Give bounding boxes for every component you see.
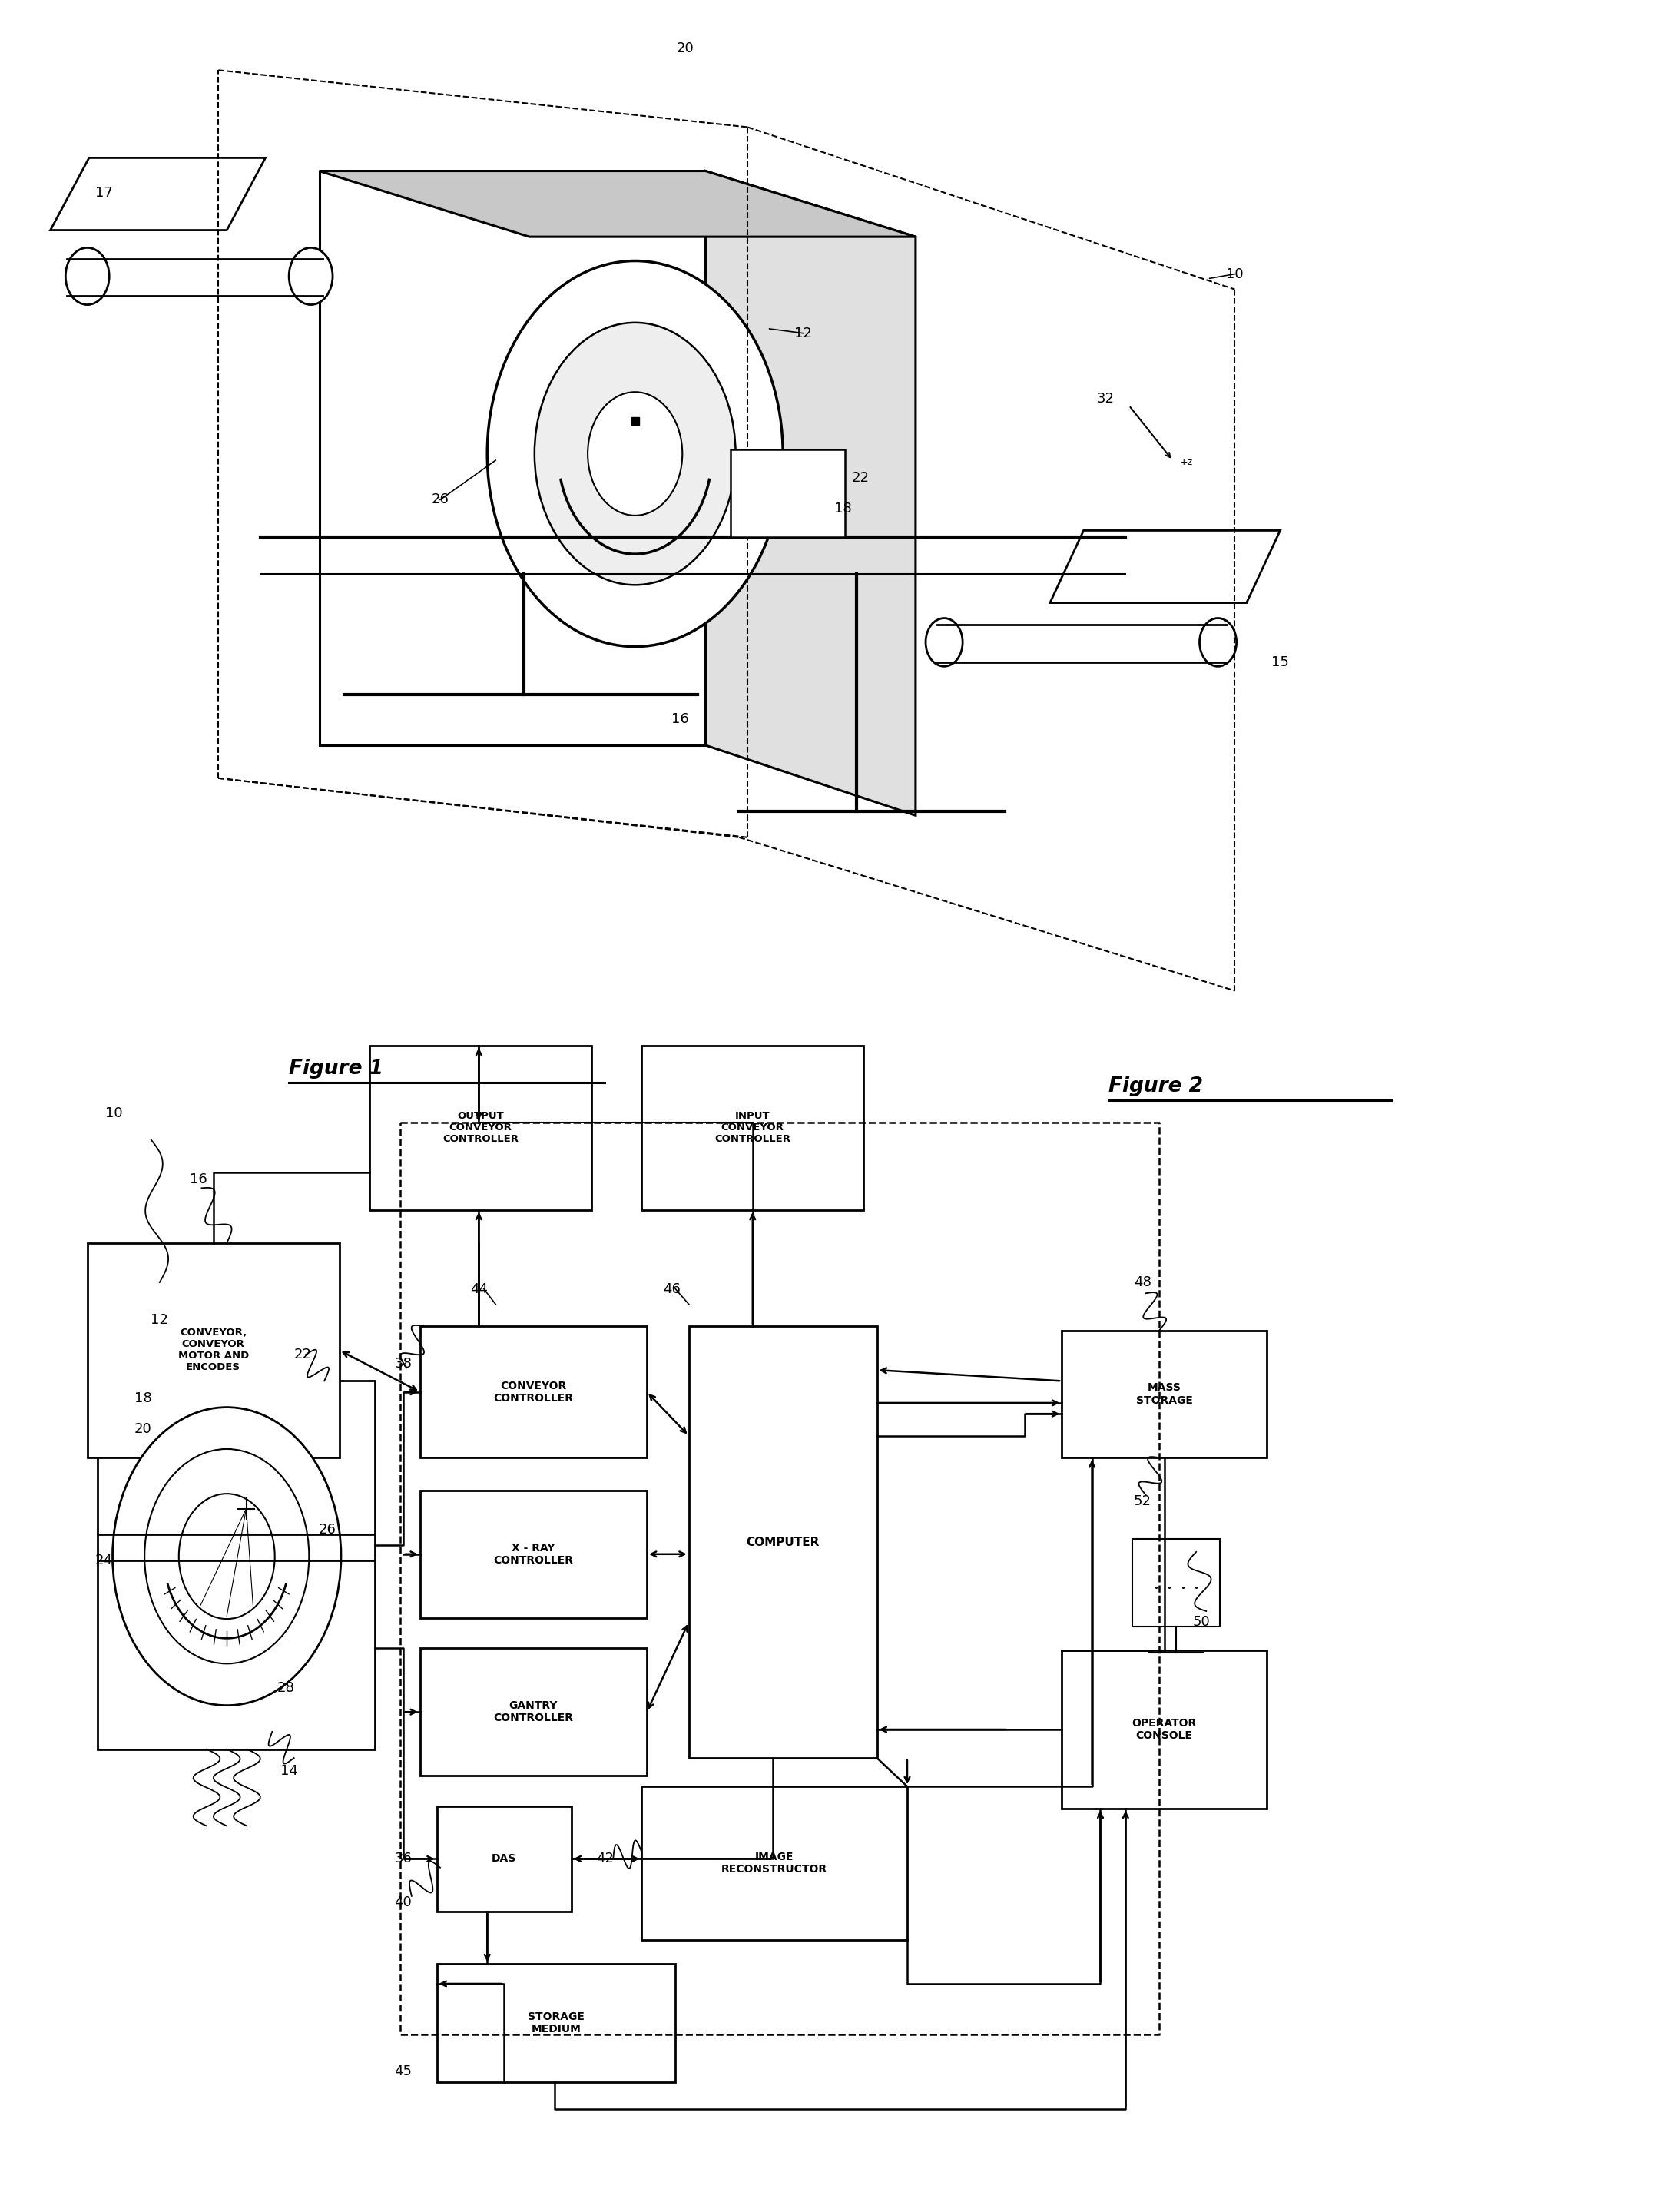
FancyBboxPatch shape bbox=[97, 1381, 375, 1749]
Text: 50: 50 bbox=[1193, 1616, 1210, 1629]
Text: 22: 22 bbox=[852, 471, 869, 484]
FancyBboxPatch shape bbox=[642, 1046, 864, 1210]
Circle shape bbox=[144, 1449, 309, 1664]
Text: 46: 46 bbox=[664, 1282, 680, 1295]
FancyBboxPatch shape bbox=[689, 1326, 877, 1758]
Text: 32: 32 bbox=[1097, 392, 1114, 406]
FancyBboxPatch shape bbox=[420, 1326, 647, 1458]
Text: CONVEYOR,
CONVEYOR
MOTOR AND
ENCODES: CONVEYOR, CONVEYOR MOTOR AND ENCODES bbox=[178, 1328, 249, 1372]
Text: X - RAY
CONTROLLER: X - RAY CONTROLLER bbox=[494, 1543, 573, 1565]
Polygon shape bbox=[50, 158, 265, 230]
Text: 12: 12 bbox=[795, 327, 811, 340]
Text: 12: 12 bbox=[151, 1313, 168, 1326]
Text: 48: 48 bbox=[1134, 1276, 1151, 1289]
Text: COMPUTER: COMPUTER bbox=[746, 1537, 820, 1548]
Text: Figure 2: Figure 2 bbox=[1109, 1076, 1203, 1096]
Text: 16: 16 bbox=[190, 1173, 207, 1186]
Text: 14: 14 bbox=[281, 1765, 297, 1778]
Text: 22: 22 bbox=[294, 1348, 311, 1361]
Text: 26: 26 bbox=[432, 493, 449, 506]
Text: 16: 16 bbox=[672, 712, 689, 726]
Circle shape bbox=[113, 1407, 341, 1705]
Text: STORAGE
MEDIUM: STORAGE MEDIUM bbox=[528, 2012, 585, 2034]
Text: INPUT
CONVEYOR
CONTROLLER: INPUT CONVEYOR CONTROLLER bbox=[714, 1111, 791, 1144]
Polygon shape bbox=[319, 171, 706, 745]
Text: 10: 10 bbox=[106, 1107, 123, 1120]
Text: 20: 20 bbox=[134, 1423, 151, 1436]
Text: 40: 40 bbox=[395, 1896, 412, 1909]
FancyBboxPatch shape bbox=[437, 1806, 571, 1911]
Text: GANTRY
CONTROLLER: GANTRY CONTROLLER bbox=[494, 1701, 573, 1723]
Text: CONVEYOR
CONTROLLER: CONVEYOR CONTROLLER bbox=[494, 1381, 573, 1403]
Circle shape bbox=[588, 392, 682, 515]
Text: +z: +z bbox=[1179, 456, 1193, 467]
Circle shape bbox=[487, 261, 783, 647]
Text: OUTPUT
CONVEYOR
CONTROLLER: OUTPUT CONVEYOR CONTROLLER bbox=[442, 1111, 519, 1144]
Text: 52: 52 bbox=[1134, 1495, 1151, 1508]
Circle shape bbox=[926, 618, 963, 666]
Text: 20: 20 bbox=[677, 42, 694, 55]
Polygon shape bbox=[1050, 530, 1280, 603]
Text: 15: 15 bbox=[1272, 655, 1289, 669]
Circle shape bbox=[66, 248, 109, 305]
Polygon shape bbox=[706, 171, 916, 815]
Text: 24: 24 bbox=[96, 1554, 113, 1567]
FancyBboxPatch shape bbox=[1132, 1539, 1220, 1626]
Text: 17: 17 bbox=[96, 186, 113, 199]
Text: 45: 45 bbox=[395, 2065, 412, 2078]
Text: 44: 44 bbox=[470, 1282, 487, 1295]
Text: 18: 18 bbox=[134, 1392, 151, 1405]
FancyBboxPatch shape bbox=[87, 1243, 339, 1458]
Text: 26: 26 bbox=[319, 1523, 336, 1537]
FancyBboxPatch shape bbox=[642, 1786, 907, 1940]
FancyBboxPatch shape bbox=[370, 1046, 591, 1210]
Text: Figure 1: Figure 1 bbox=[289, 1059, 383, 1078]
FancyBboxPatch shape bbox=[731, 449, 845, 537]
Circle shape bbox=[178, 1493, 276, 1620]
Text: DAS: DAS bbox=[492, 1854, 516, 1863]
Circle shape bbox=[289, 248, 333, 305]
Text: 38: 38 bbox=[395, 1357, 412, 1370]
FancyBboxPatch shape bbox=[420, 1491, 647, 1618]
FancyBboxPatch shape bbox=[1062, 1651, 1267, 1808]
Text: OPERATOR
CONSOLE: OPERATOR CONSOLE bbox=[1132, 1719, 1196, 1740]
Text: 18: 18 bbox=[835, 502, 852, 515]
FancyBboxPatch shape bbox=[420, 1648, 647, 1776]
Text: 28: 28 bbox=[277, 1681, 294, 1694]
Polygon shape bbox=[319, 171, 916, 237]
Text: 42: 42 bbox=[596, 1852, 613, 1865]
Circle shape bbox=[534, 322, 736, 585]
FancyBboxPatch shape bbox=[437, 1964, 675, 2082]
Circle shape bbox=[1200, 618, 1236, 666]
Text: IMAGE
RECONSTRUCTOR: IMAGE RECONSTRUCTOR bbox=[721, 1852, 828, 1874]
Text: MASS
STORAGE: MASS STORAGE bbox=[1136, 1383, 1193, 1405]
Text: 10: 10 bbox=[1226, 267, 1243, 281]
Text: 36: 36 bbox=[395, 1852, 412, 1865]
FancyBboxPatch shape bbox=[1062, 1331, 1267, 1458]
